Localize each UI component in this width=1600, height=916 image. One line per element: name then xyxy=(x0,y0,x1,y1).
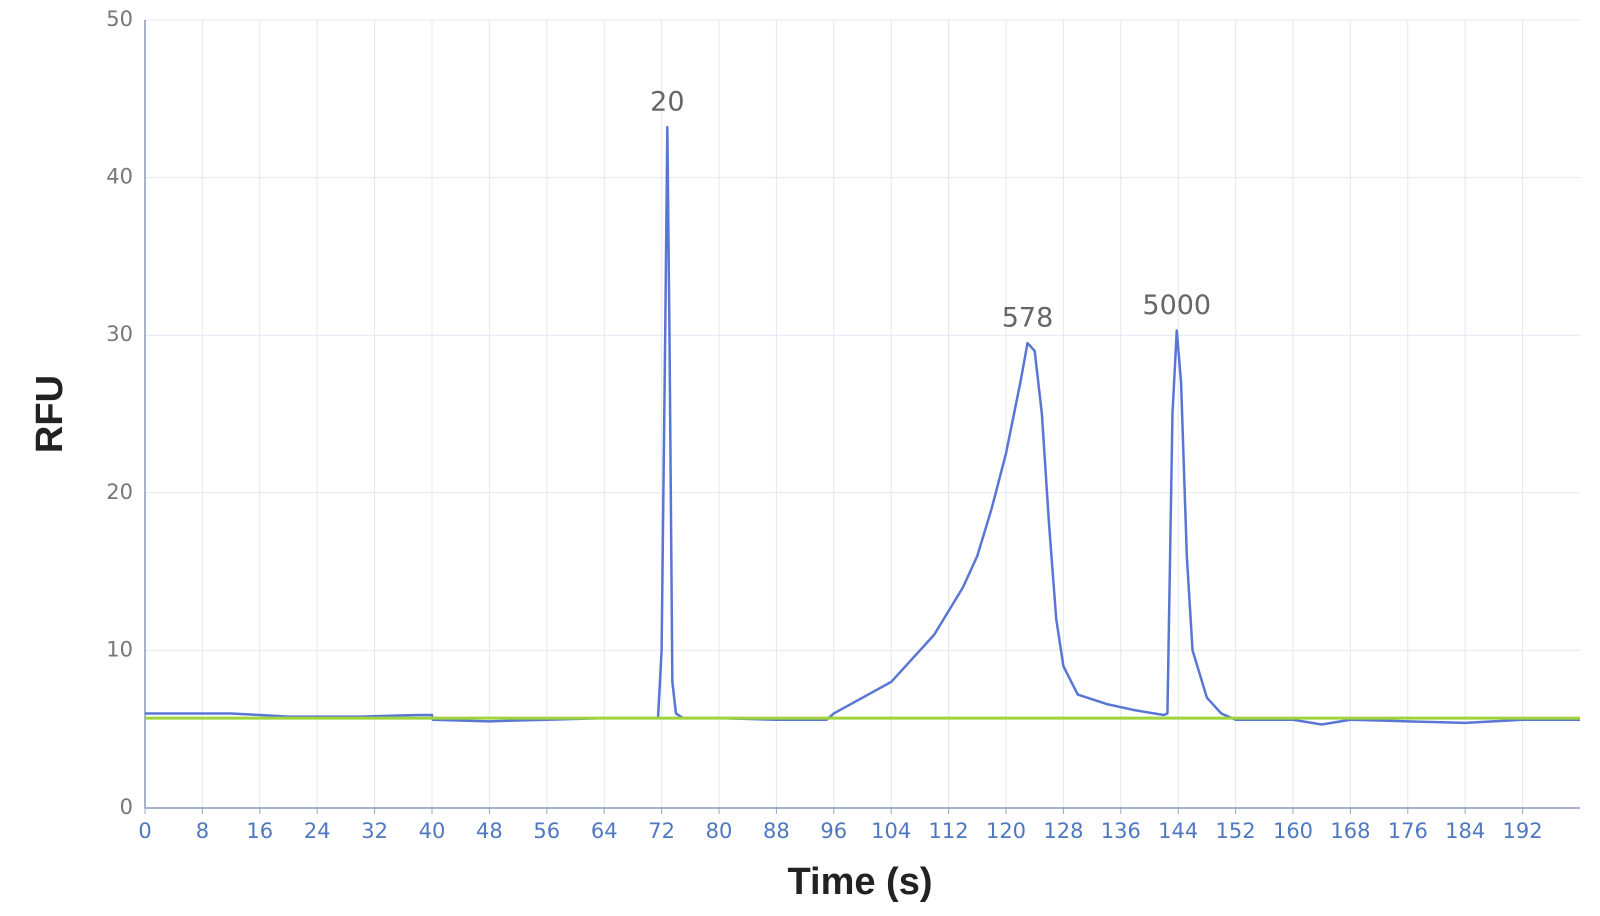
x-tick-label: 16 xyxy=(246,819,273,843)
x-axis-title: Time (s) xyxy=(787,861,932,903)
x-tick-label: 80 xyxy=(706,819,733,843)
x-tick-label: 144 xyxy=(1158,819,1198,843)
x-tick-label: 72 xyxy=(648,819,675,843)
x-tick-label: 64 xyxy=(591,819,618,843)
y-tick-label: 30 xyxy=(106,322,133,346)
x-tick-label: 136 xyxy=(1101,819,1141,843)
x-tick-label: 88 xyxy=(763,819,790,843)
x-tick-label: 24 xyxy=(304,819,331,843)
y-tick-label: 10 xyxy=(106,637,133,661)
series-line xyxy=(145,125,1580,726)
x-tick-label: 192 xyxy=(1503,819,1543,843)
x-tick-label: 48 xyxy=(476,819,503,843)
peak-label: 20 xyxy=(650,87,684,118)
peak-label: 578 xyxy=(1002,303,1054,334)
x-tick-label: 96 xyxy=(820,819,847,843)
y-tick-label: 40 xyxy=(106,165,133,189)
x-tick-label: 176 xyxy=(1388,819,1428,843)
y-tick-label: 20 xyxy=(106,480,133,504)
x-tick-label: 8 xyxy=(196,819,209,843)
x-tick-label: 168 xyxy=(1330,819,1370,843)
y-tick-label: 50 xyxy=(106,7,133,31)
x-tick-label: 32 xyxy=(361,819,388,843)
x-tick-label: 112 xyxy=(929,819,969,843)
x-tick-label: 128 xyxy=(1043,819,1083,843)
x-tick-label: 104 xyxy=(871,819,911,843)
x-tick-label: 184 xyxy=(1445,819,1485,843)
y-tick-label: 0 xyxy=(120,795,133,819)
x-tick-label: 120 xyxy=(986,819,1026,843)
y-axis-title: RFU xyxy=(29,375,71,453)
x-tick-label: 40 xyxy=(419,819,446,843)
x-tick-label: 0 xyxy=(138,819,151,843)
x-tick-label: 152 xyxy=(1216,819,1256,843)
x-tick-label: 160 xyxy=(1273,819,1313,843)
x-tick-label: 56 xyxy=(533,819,560,843)
peak-label: 5000 xyxy=(1142,290,1211,321)
